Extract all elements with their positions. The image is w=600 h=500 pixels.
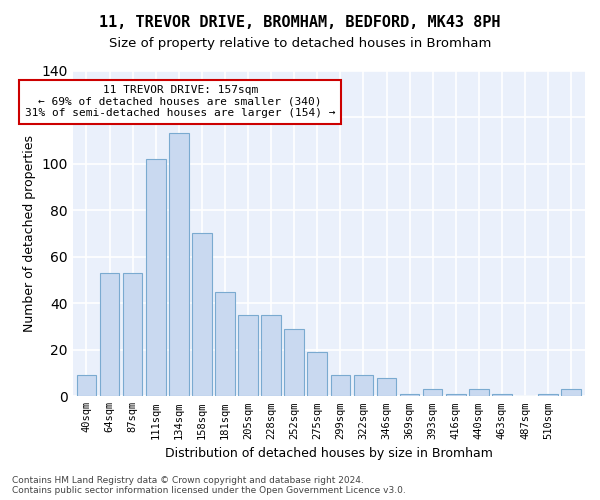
Bar — [77, 376, 96, 396]
Bar — [423, 390, 442, 396]
Bar — [192, 234, 212, 396]
Bar — [307, 352, 327, 397]
Bar — [538, 394, 558, 396]
Bar — [169, 134, 188, 396]
Y-axis label: Number of detached properties: Number of detached properties — [23, 135, 36, 332]
Bar — [492, 394, 512, 396]
Bar — [469, 390, 488, 396]
Bar — [215, 292, 235, 397]
X-axis label: Distribution of detached houses by size in Bromham: Distribution of detached houses by size … — [165, 447, 493, 460]
Text: 11 TREVOR DRIVE: 157sqm
← 69% of detached houses are smaller (340)
31% of semi-d: 11 TREVOR DRIVE: 157sqm ← 69% of detache… — [25, 85, 335, 118]
Text: Size of property relative to detached houses in Bromham: Size of property relative to detached ho… — [109, 38, 491, 51]
Bar — [123, 273, 142, 396]
Bar — [100, 273, 119, 396]
Bar — [261, 315, 281, 396]
Bar — [446, 394, 466, 396]
Text: 11, TREVOR DRIVE, BROMHAM, BEDFORD, MK43 8PH: 11, TREVOR DRIVE, BROMHAM, BEDFORD, MK43… — [99, 15, 501, 30]
Bar — [353, 376, 373, 396]
Bar — [146, 159, 166, 396]
Bar — [377, 378, 397, 396]
Bar — [562, 390, 581, 396]
Bar — [284, 329, 304, 396]
Bar — [400, 394, 419, 396]
Bar — [238, 315, 258, 396]
Bar — [331, 376, 350, 396]
Text: Contains HM Land Registry data © Crown copyright and database right 2024.
Contai: Contains HM Land Registry data © Crown c… — [12, 476, 406, 495]
